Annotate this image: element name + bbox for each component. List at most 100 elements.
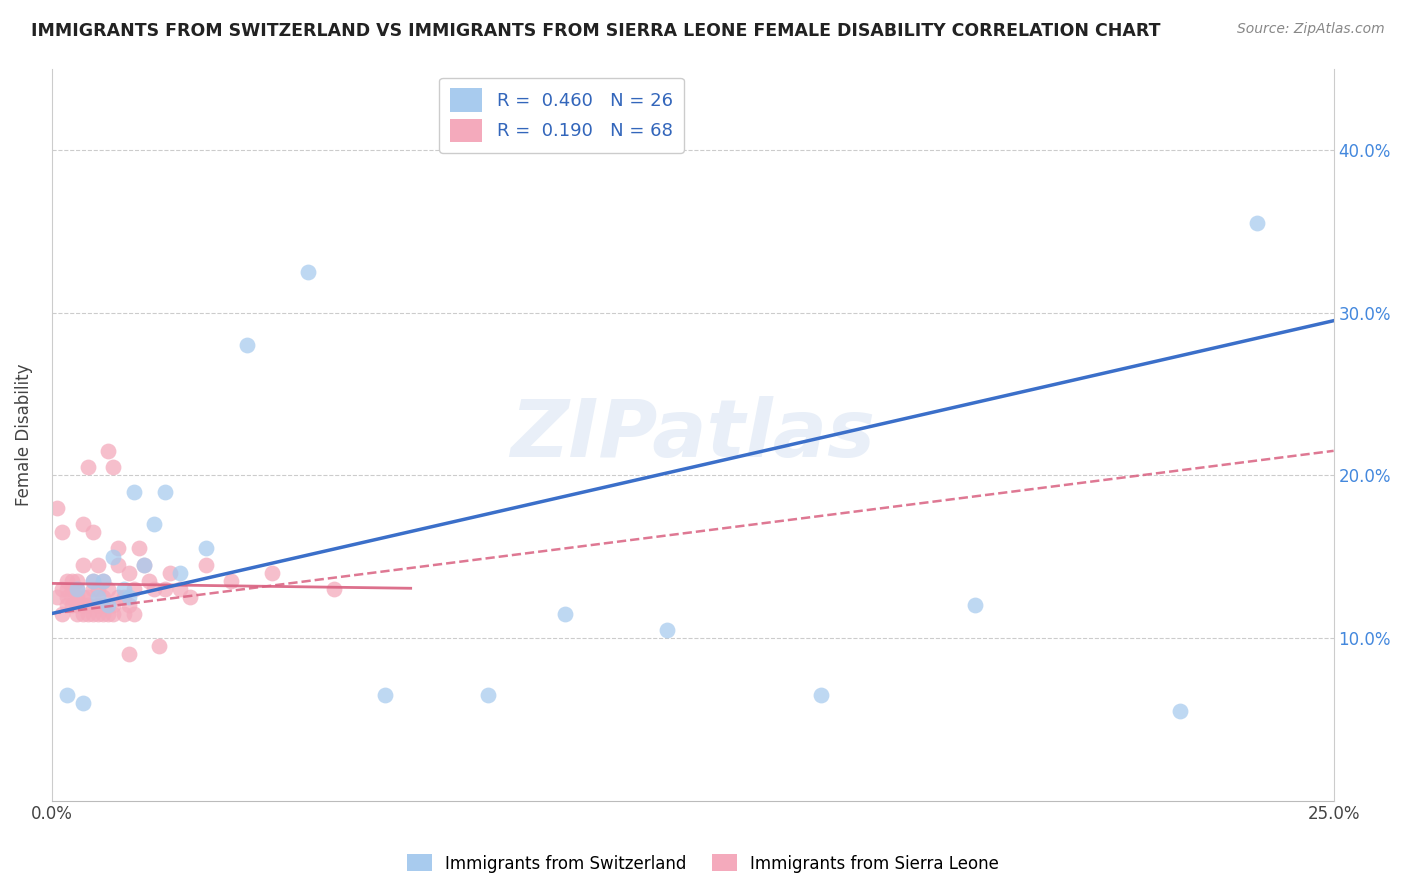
- Point: [103, 607, 125, 621]
- Point: [60, 591, 83, 605]
- Point: [118, 599, 141, 613]
- Point: [51, 607, 73, 621]
- Point: [1246, 216, 1268, 230]
- Point: [60, 582, 83, 596]
- Point: [103, 460, 125, 475]
- Point: [72, 607, 94, 621]
- Point: [477, 688, 499, 702]
- Point: [374, 688, 396, 702]
- Point: [132, 558, 155, 572]
- Point: [179, 591, 201, 605]
- Point: [97, 599, 120, 613]
- Point: [51, 525, 73, 540]
- Point: [87, 591, 110, 605]
- Point: [72, 696, 94, 710]
- Point: [66, 599, 89, 613]
- Point: [810, 688, 832, 702]
- Point: [82, 607, 104, 621]
- Point: [72, 558, 94, 572]
- Point: [194, 541, 217, 556]
- Point: [82, 525, 104, 540]
- Point: [87, 558, 110, 572]
- Point: [112, 591, 135, 605]
- Point: [51, 582, 73, 596]
- Point: [107, 591, 129, 605]
- Point: [56, 582, 79, 596]
- Point: [169, 582, 191, 596]
- Point: [66, 582, 89, 596]
- Text: IMMIGRANTS FROM SWITZERLAND VS IMMIGRANTS FROM SIERRA LEONE FEMALE DISABILITY CO: IMMIGRANTS FROM SWITZERLAND VS IMMIGRANT…: [31, 22, 1160, 40]
- Point: [143, 516, 166, 531]
- Point: [72, 591, 94, 605]
- Point: [87, 607, 110, 621]
- Point: [128, 541, 150, 556]
- Point: [82, 574, 104, 588]
- Point: [122, 484, 145, 499]
- Point: [66, 574, 89, 588]
- Point: [97, 443, 120, 458]
- Point: [60, 574, 83, 588]
- Point: [72, 516, 94, 531]
- Point: [655, 623, 678, 637]
- Point: [103, 599, 125, 613]
- Text: ZIPatlas: ZIPatlas: [510, 395, 875, 474]
- Legend: R =  0.460   N = 26, R =  0.190   N = 68: R = 0.460 N = 26, R = 0.190 N = 68: [439, 78, 683, 153]
- Point: [45, 500, 67, 515]
- Point: [56, 688, 79, 702]
- Point: [103, 549, 125, 564]
- Point: [153, 484, 176, 499]
- Point: [1168, 704, 1191, 718]
- Point: [297, 265, 319, 279]
- Point: [169, 566, 191, 580]
- Point: [56, 599, 79, 613]
- Point: [91, 574, 114, 588]
- Point: [118, 591, 141, 605]
- Point: [60, 599, 83, 613]
- Point: [194, 558, 217, 572]
- Point: [235, 338, 257, 352]
- Point: [159, 566, 181, 580]
- Point: [118, 647, 141, 661]
- Point: [56, 574, 79, 588]
- Point: [122, 607, 145, 621]
- Point: [107, 541, 129, 556]
- Point: [56, 591, 79, 605]
- Point: [91, 607, 114, 621]
- Y-axis label: Female Disability: Female Disability: [15, 363, 32, 506]
- Point: [112, 582, 135, 596]
- Point: [66, 607, 89, 621]
- Point: [72, 599, 94, 613]
- Point: [76, 591, 98, 605]
- Point: [76, 607, 98, 621]
- Point: [219, 574, 242, 588]
- Point: [107, 558, 129, 572]
- Point: [963, 599, 986, 613]
- Point: [143, 582, 166, 596]
- Point: [322, 582, 344, 596]
- Point: [262, 566, 284, 580]
- Point: [112, 607, 135, 621]
- Point: [138, 574, 160, 588]
- Point: [76, 460, 98, 475]
- Point: [91, 574, 114, 588]
- Point: [118, 566, 141, 580]
- Point: [132, 558, 155, 572]
- Point: [91, 591, 114, 605]
- Point: [91, 599, 114, 613]
- Point: [82, 574, 104, 588]
- Point: [148, 639, 170, 653]
- Point: [66, 591, 89, 605]
- Text: Source: ZipAtlas.com: Source: ZipAtlas.com: [1237, 22, 1385, 37]
- Point: [97, 582, 120, 596]
- Point: [66, 582, 89, 596]
- Point: [76, 599, 98, 613]
- Point: [553, 607, 575, 621]
- Point: [87, 582, 110, 596]
- Point: [122, 582, 145, 596]
- Point: [153, 582, 176, 596]
- Point: [97, 607, 120, 621]
- Legend: Immigrants from Switzerland, Immigrants from Sierra Leone: Immigrants from Switzerland, Immigrants …: [401, 847, 1005, 880]
- Point: [45, 591, 67, 605]
- Point: [87, 599, 110, 613]
- Point: [82, 582, 104, 596]
